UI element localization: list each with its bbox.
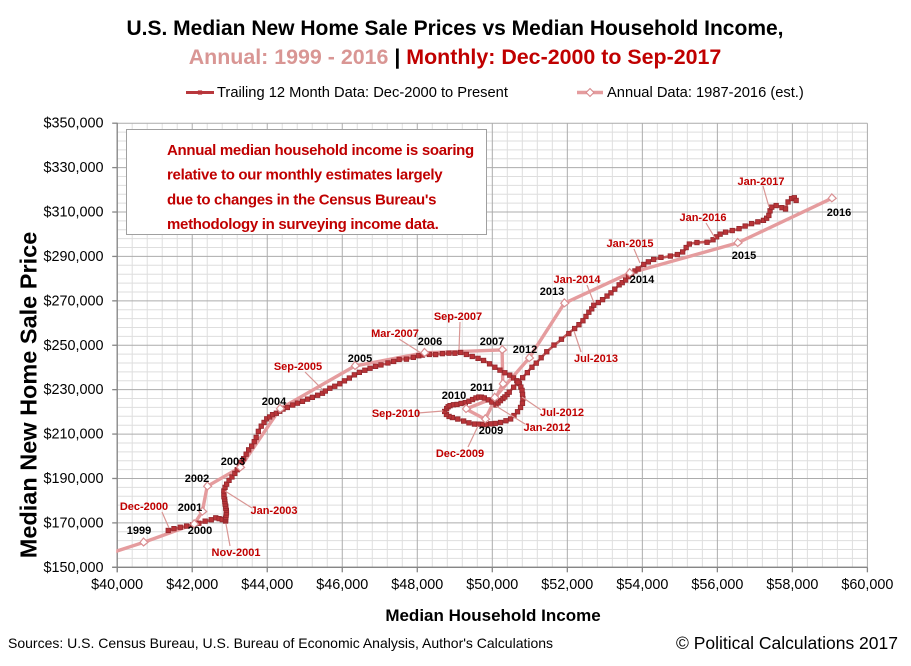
svg-text:$210,000: $210,000 xyxy=(43,427,103,443)
svg-text:Median Household Income: Median Household Income xyxy=(385,606,600,625)
svg-text:$150,000: $150,000 xyxy=(43,560,103,576)
svg-text:2015: 2015 xyxy=(732,250,756,262)
svg-text:Jan-2015: Jan-2015 xyxy=(606,238,653,250)
svg-text:methodology in surveying incom: methodology in surveying income data. xyxy=(167,216,439,233)
svg-text:Jan-2016: Jan-2016 xyxy=(679,212,726,224)
svg-text:2016: 2016 xyxy=(827,207,851,219)
svg-text:2005: 2005 xyxy=(348,353,372,365)
svg-text:2010: 2010 xyxy=(442,390,466,402)
svg-text:Annual: 1999 - 2016 | Monthly:: Annual: 1999 - 2016 | Monthly: Dec-2000 … xyxy=(189,45,722,69)
svg-text:2012: 2012 xyxy=(513,344,537,356)
svg-text:2003: 2003 xyxy=(221,456,245,468)
svg-text:$290,000: $290,000 xyxy=(43,249,103,265)
svg-text:2004: 2004 xyxy=(262,396,287,408)
svg-text:$54,000: $54,000 xyxy=(616,577,668,593)
svg-text:$270,000: $270,000 xyxy=(43,293,103,309)
svg-text:$48,000: $48,000 xyxy=(391,577,443,593)
svg-text:2014: 2014 xyxy=(630,274,655,286)
svg-text:$170,000: $170,000 xyxy=(43,515,103,531)
svg-text:Jan-2017: Jan-2017 xyxy=(737,176,784,188)
svg-text:2013: 2013 xyxy=(540,286,564,298)
svg-text:2002: 2002 xyxy=(185,473,209,485)
svg-text:Jan-2012: Jan-2012 xyxy=(523,422,570,434)
svg-text:$50,000: $50,000 xyxy=(466,577,518,593)
svg-text:$42,000: $42,000 xyxy=(166,577,218,593)
svg-text:$46,000: $46,000 xyxy=(316,577,368,593)
svg-text:$190,000: $190,000 xyxy=(43,471,103,487)
svg-text:$230,000: $230,000 xyxy=(43,382,103,398)
svg-text:Jan-2003: Jan-2003 xyxy=(250,505,297,517)
svg-text:$350,000: $350,000 xyxy=(43,116,103,132)
svg-text:Median New Home Sale Price: Median New Home Sale Price xyxy=(16,232,42,559)
svg-text:$56,000: $56,000 xyxy=(691,577,743,593)
svg-text:2011: 2011 xyxy=(470,382,494,394)
svg-text:Dec-2009: Dec-2009 xyxy=(436,448,484,460)
svg-text:$330,000: $330,000 xyxy=(43,160,103,176)
svg-text:Sources: U.S. Census Bureau, U: Sources: U.S. Census Bureau, U.S. Bureau… xyxy=(8,635,553,651)
svg-text:2000: 2000 xyxy=(188,525,212,537)
svg-text:Mar-2007: Mar-2007 xyxy=(371,328,419,340)
svg-text:Annual median household income: Annual median household income is soarin… xyxy=(167,142,474,159)
svg-text:Jul-2013: Jul-2013 xyxy=(574,353,618,365)
svg-text:due to changes in the Census B: due to changes in the Census Bureau's xyxy=(167,191,436,208)
svg-text:2001: 2001 xyxy=(178,502,202,514)
svg-text:$60,000: $60,000 xyxy=(841,577,893,593)
svg-text:2009: 2009 xyxy=(479,425,503,437)
svg-text:Sep-2005: Sep-2005 xyxy=(274,361,322,373)
svg-text:2006: 2006 xyxy=(418,336,442,348)
svg-text:Dec-2000: Dec-2000 xyxy=(120,501,168,513)
svg-text:© Political Calculations 2017: © Political Calculations 2017 xyxy=(676,633,898,653)
svg-text:$44,000: $44,000 xyxy=(241,577,293,593)
svg-text:$52,000: $52,000 xyxy=(541,577,593,593)
svg-text:Jan-2014: Jan-2014 xyxy=(553,274,601,286)
svg-text:Sep-2007: Sep-2007 xyxy=(434,311,482,323)
svg-text:Nov-2001: Nov-2001 xyxy=(212,547,261,559)
svg-text:Sep-2010: Sep-2010 xyxy=(372,408,420,420)
svg-text:$40,000: $40,000 xyxy=(91,577,143,593)
svg-text:1999: 1999 xyxy=(127,525,151,537)
svg-text:Jul-2012: Jul-2012 xyxy=(540,407,584,419)
svg-text:Trailing 12 Month Data: Dec-20: Trailing 12 Month Data: Dec-2000 to Pres… xyxy=(217,85,508,101)
svg-text:$310,000: $310,000 xyxy=(43,205,103,221)
svg-text:relative to our monthly estima: relative to our monthly estimates largel… xyxy=(167,167,443,184)
svg-text:$250,000: $250,000 xyxy=(43,338,103,354)
svg-text:U.S. Median New Home Sale Pric: U.S. Median New Home Sale Prices vs Medi… xyxy=(126,17,783,40)
svg-text:2007: 2007 xyxy=(480,336,504,348)
svg-text:$58,000: $58,000 xyxy=(766,577,818,593)
svg-text:Annual Data: 1987-2016 (est.): Annual Data: 1987-2016 (est.) xyxy=(607,85,804,101)
